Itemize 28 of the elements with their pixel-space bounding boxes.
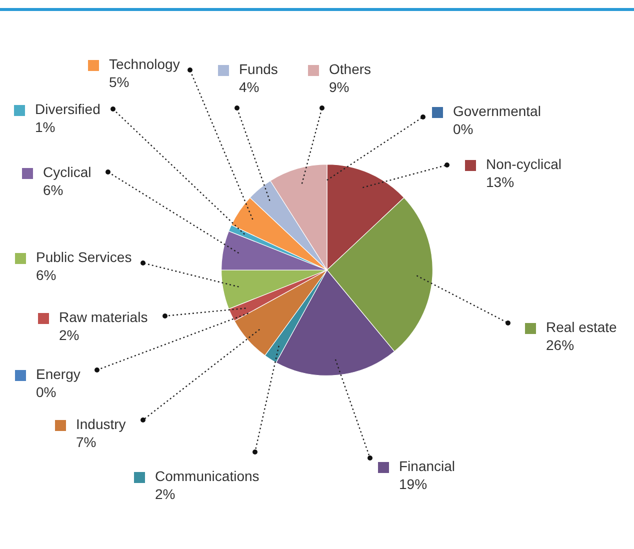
data-label: 6% [36, 266, 56, 283]
legend-label: Communications [155, 468, 260, 484]
data-label: 5% [109, 74, 130, 90]
legend-label: Non-cyclical [486, 156, 562, 172]
legend-label: Energy [36, 366, 80, 382]
data-label: 2% [155, 486, 176, 502]
data-label: 7% [76, 434, 96, 450]
data-label: 19% [399, 476, 428, 492]
legend-label: Raw materials [59, 308, 148, 325]
data-label: 6% [43, 182, 64, 198]
legend-label: Others [329, 60, 372, 77]
legend-label: Diversified [35, 100, 100, 117]
data-label: 4% [239, 78, 260, 95]
data-label: 26% [546, 336, 574, 353]
legend-label: Funds [239, 60, 278, 77]
data-label: 9% [329, 78, 350, 95]
legend-label: Real estate [546, 318, 618, 335]
legend-label: Industry [76, 416, 126, 432]
data-label: 2% [59, 326, 80, 343]
data-label: 13% [486, 174, 514, 190]
text: 0% [453, 120, 474, 137]
legend-label: Cyclical [43, 164, 92, 180]
data-label: 1% [35, 118, 56, 135]
text: 0% [36, 384, 56, 400]
legend-label: Technology [109, 56, 180, 72]
legend-label: Public Services [36, 248, 132, 265]
legend-label: Financial [399, 458, 456, 474]
legend-label: Governmental [453, 102, 541, 119]
